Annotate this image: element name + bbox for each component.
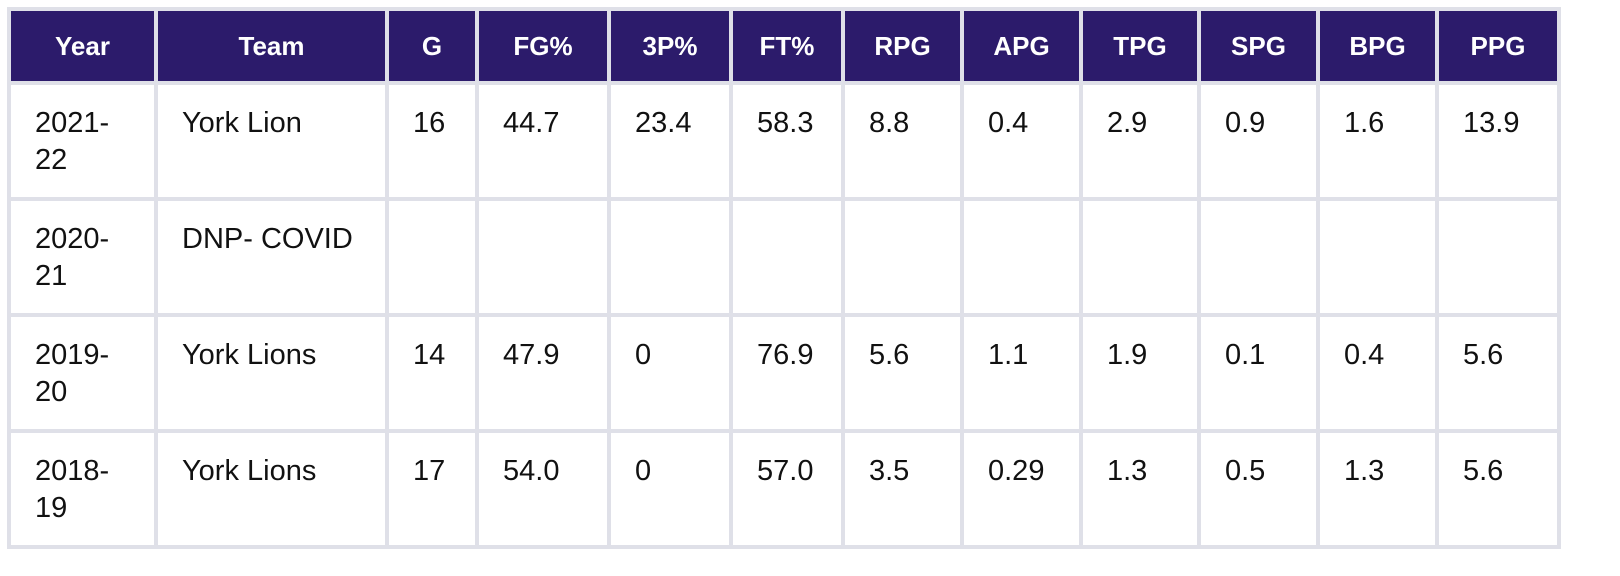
table-row: 2018-19 York Lions 17 54.0 0 57.0 3.5 0.… — [9, 431, 1559, 547]
table-row: 2020-21 DNP- COVID — [9, 199, 1559, 315]
cell-spg: 0.1 — [1199, 315, 1318, 431]
column-header-year: Year — [9, 9, 156, 83]
cell-bpg: 0.4 — [1318, 315, 1437, 431]
cell-ppg: 13.9 — [1437, 83, 1559, 199]
cell-spg: 0.9 — [1199, 83, 1318, 199]
cell-tpg — [1081, 199, 1199, 315]
cell-bpg: 1.6 — [1318, 83, 1437, 199]
stats-table: Year Team G FG% 3P% FT% RPG APG TPG SPG … — [7, 7, 1561, 549]
cell-3p-pct: 0 — [609, 315, 731, 431]
cell-team: DNP- COVID — [156, 199, 387, 315]
column-header-rpg: RPG — [843, 9, 962, 83]
cell-rpg: 8.8 — [843, 83, 962, 199]
cell-3p-pct: 23.4 — [609, 83, 731, 199]
cell-tpg: 2.9 — [1081, 83, 1199, 199]
column-header-bpg: BPG — [1318, 9, 1437, 83]
cell-fg-pct: 44.7 — [477, 83, 609, 199]
column-header-ft-pct: FT% — [731, 9, 843, 83]
cell-rpg: 5.6 — [843, 315, 962, 431]
cell-apg: 0.29 — [962, 431, 1081, 547]
cell-spg — [1199, 199, 1318, 315]
cell-games — [387, 199, 477, 315]
column-header-spg: SPG — [1199, 9, 1318, 83]
cell-3p-pct: 0 — [609, 431, 731, 547]
cell-year: 2019-20 — [9, 315, 156, 431]
column-header-tpg: TPG — [1081, 9, 1199, 83]
cell-ft-pct: 58.3 — [731, 83, 843, 199]
cell-bpg — [1318, 199, 1437, 315]
header-row: Year Team G FG% 3P% FT% RPG APG TPG SPG … — [9, 9, 1559, 83]
stats-table-container: Year Team G FG% 3P% FT% RPG APG TPG SPG … — [7, 7, 1561, 549]
cell-apg: 0.4 — [962, 83, 1081, 199]
column-header-apg: APG — [962, 9, 1081, 83]
column-header-fg-pct: FG% — [477, 9, 609, 83]
cell-ft-pct: 57.0 — [731, 431, 843, 547]
cell-team: York Lions — [156, 315, 387, 431]
cell-rpg: 3.5 — [843, 431, 962, 547]
cell-ppg: 5.6 — [1437, 315, 1559, 431]
column-header-3p-pct: 3P% — [609, 9, 731, 83]
table-row: 2019-20 York Lions 14 47.9 0 76.9 5.6 1.… — [9, 315, 1559, 431]
cell-fg-pct — [477, 199, 609, 315]
cell-fg-pct: 47.9 — [477, 315, 609, 431]
column-header-games: G — [387, 9, 477, 83]
cell-spg: 0.5 — [1199, 431, 1318, 547]
cell-ppg: 5.6 — [1437, 431, 1559, 547]
cell-year: 2021-22 — [9, 83, 156, 199]
cell-fg-pct: 54.0 — [477, 431, 609, 547]
cell-games: 14 — [387, 315, 477, 431]
cell-ft-pct: 76.9 — [731, 315, 843, 431]
cell-tpg: 1.3 — [1081, 431, 1199, 547]
cell-team: York Lion — [156, 83, 387, 199]
cell-team: York Lions — [156, 431, 387, 547]
cell-ppg — [1437, 199, 1559, 315]
cell-games: 16 — [387, 83, 477, 199]
cell-rpg — [843, 199, 962, 315]
cell-3p-pct — [609, 199, 731, 315]
cell-apg — [962, 199, 1081, 315]
cell-ft-pct — [731, 199, 843, 315]
cell-year: 2020-21 — [9, 199, 156, 315]
cell-bpg: 1.3 — [1318, 431, 1437, 547]
cell-year: 2018-19 — [9, 431, 156, 547]
cell-games: 17 — [387, 431, 477, 547]
cell-tpg: 1.9 — [1081, 315, 1199, 431]
column-header-ppg: PPG — [1437, 9, 1559, 83]
table-row: 2021-22 York Lion 16 44.7 23.4 58.3 8.8 … — [9, 83, 1559, 199]
cell-apg: 1.1 — [962, 315, 1081, 431]
column-header-team: Team — [156, 9, 387, 83]
